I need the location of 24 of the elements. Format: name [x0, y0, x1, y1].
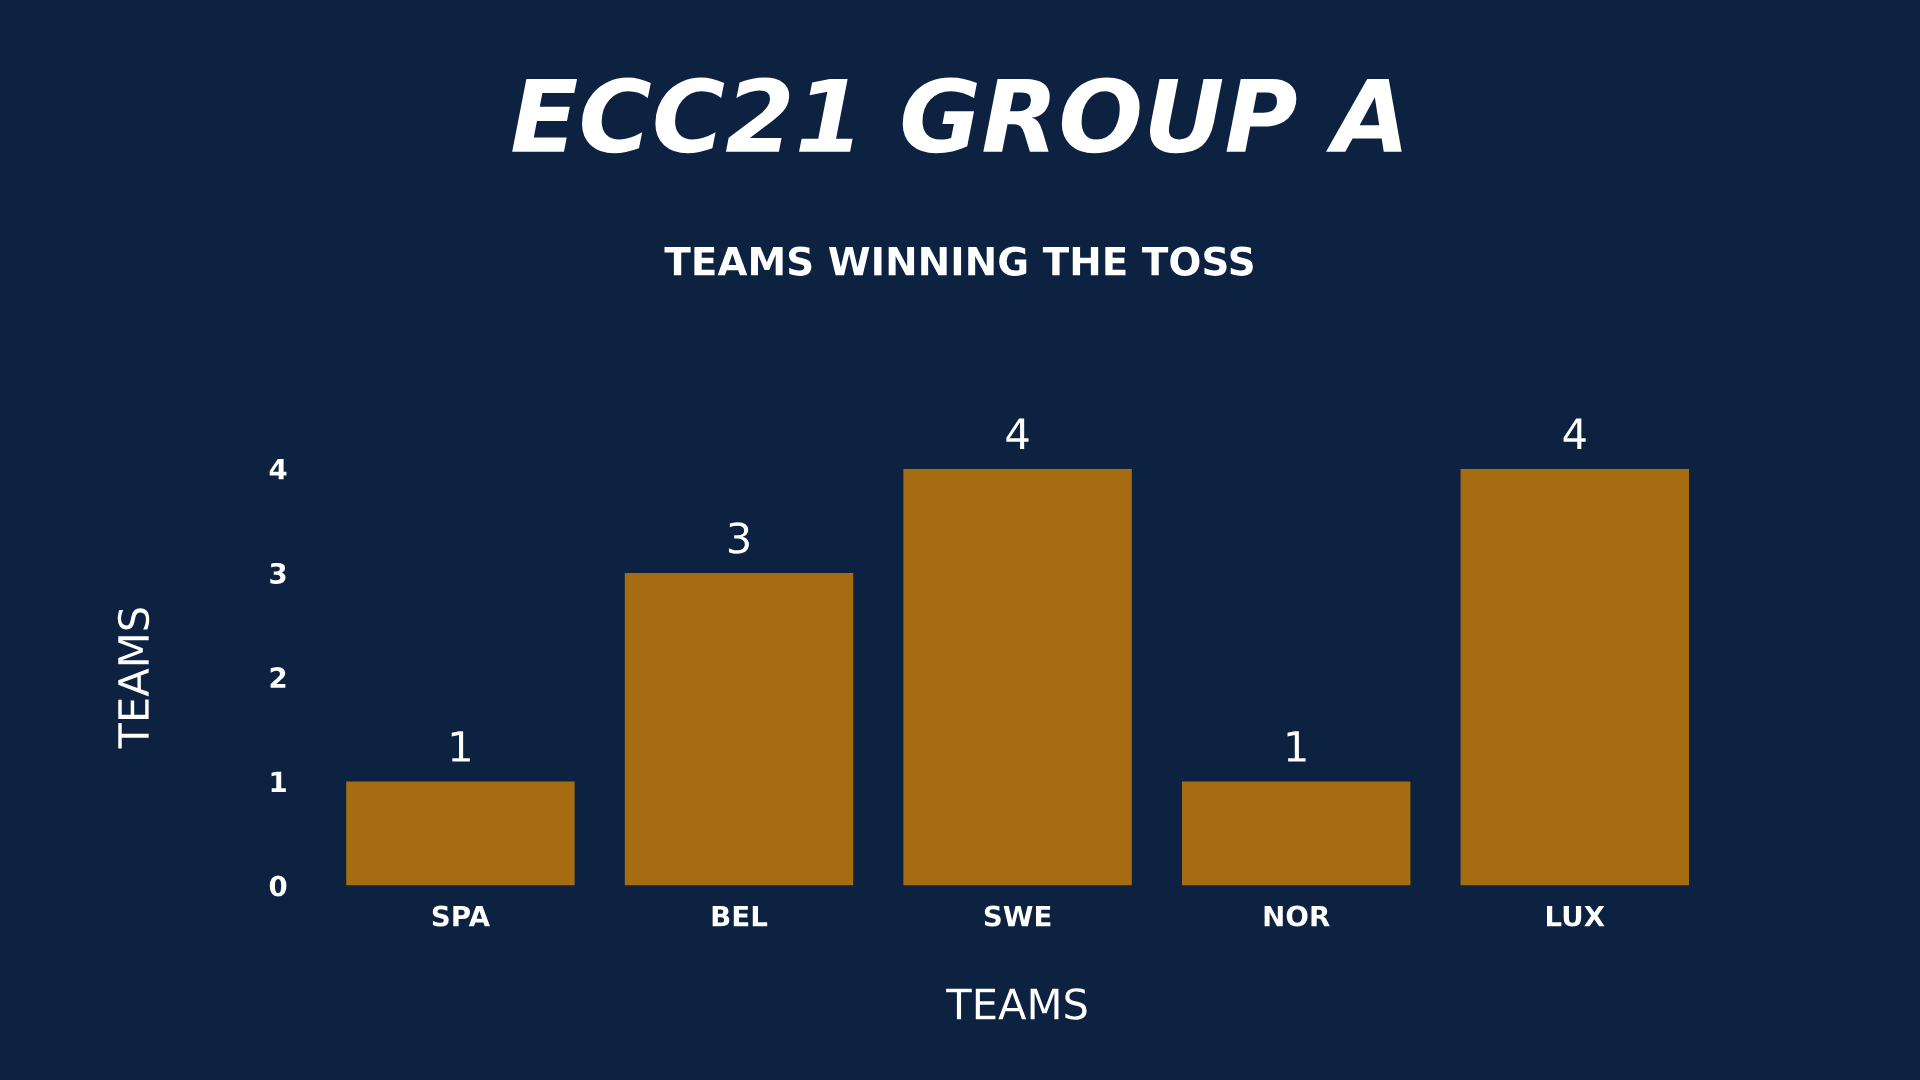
x-axis-title: TEAMS — [946, 988, 1087, 1020]
bar — [624, 572, 854, 886]
chart-title: ECC21 GROUP A — [512, 77, 1402, 154]
y-tick-label: 1 — [271, 771, 286, 792]
bar — [346, 781, 575, 886]
x-tick-label: NOR — [1264, 905, 1330, 927]
bar — [1181, 781, 1411, 886]
data-label: 3 — [728, 522, 749, 554]
y-axis-title: TEAMS — [117, 608, 150, 749]
chart-subtitle: TEAMS WINNING THE TOSS — [664, 246, 1253, 276]
data-label: 1 — [451, 731, 470, 762]
x-tick-label: SPA — [432, 905, 490, 927]
data-label: 4 — [1006, 418, 1029, 449]
x-tick-label: LUX — [1547, 905, 1605, 927]
y-tick-label: 3 — [270, 562, 286, 584]
y-tick-label: 0 — [269, 875, 287, 897]
y-tick-label: 2 — [270, 667, 286, 688]
y-tick-label: 4 — [269, 459, 287, 480]
bar — [903, 468, 1132, 886]
data-label: 1 — [1287, 731, 1306, 762]
bar — [1460, 468, 1689, 886]
data-label: 4 — [1563, 418, 1586, 449]
x-tick-label: BEL — [712, 905, 768, 927]
x-tick-label: SWE — [984, 905, 1051, 927]
